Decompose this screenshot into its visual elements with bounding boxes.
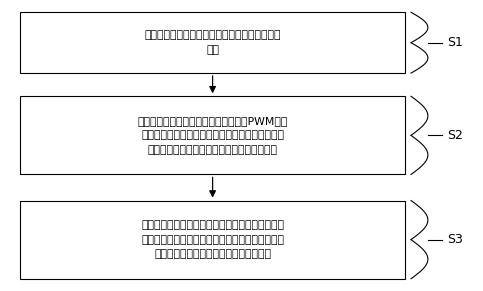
- Bar: [20, 12, 405, 73]
- Text: 根据分数值查询预设精度表，确定每个PWM周期
的定时器实时比较值；预设精度表用于记载目标占
空比的分数值与定时器实时比较值的对应关系: 根据分数值查询预设精度表，确定每个PWM周期 的定时器实时比较值；预设精度表用于…: [138, 116, 288, 155]
- Text: S3: S3: [447, 233, 463, 246]
- Text: S1: S1: [447, 36, 463, 49]
- Text: S2: S2: [447, 129, 463, 142]
- Bar: [20, 96, 405, 175]
- Text: 将整数值分别与每个定时器实时比较值进行相加，
并将相加结果分别写入定时器的比较寄存器中，以
使脉宽调制信号的占空比达到目标占空比: 将整数值分别与每个定时器实时比较值进行相加， 并将相加结果分别写入定时器的比较寄…: [141, 220, 284, 259]
- Text: 解析目标占空比，得到目标占空比的整数值和分
数值: 解析目标占空比，得到目标占空比的整数值和分 数值: [144, 31, 281, 55]
- Bar: [20, 200, 405, 279]
